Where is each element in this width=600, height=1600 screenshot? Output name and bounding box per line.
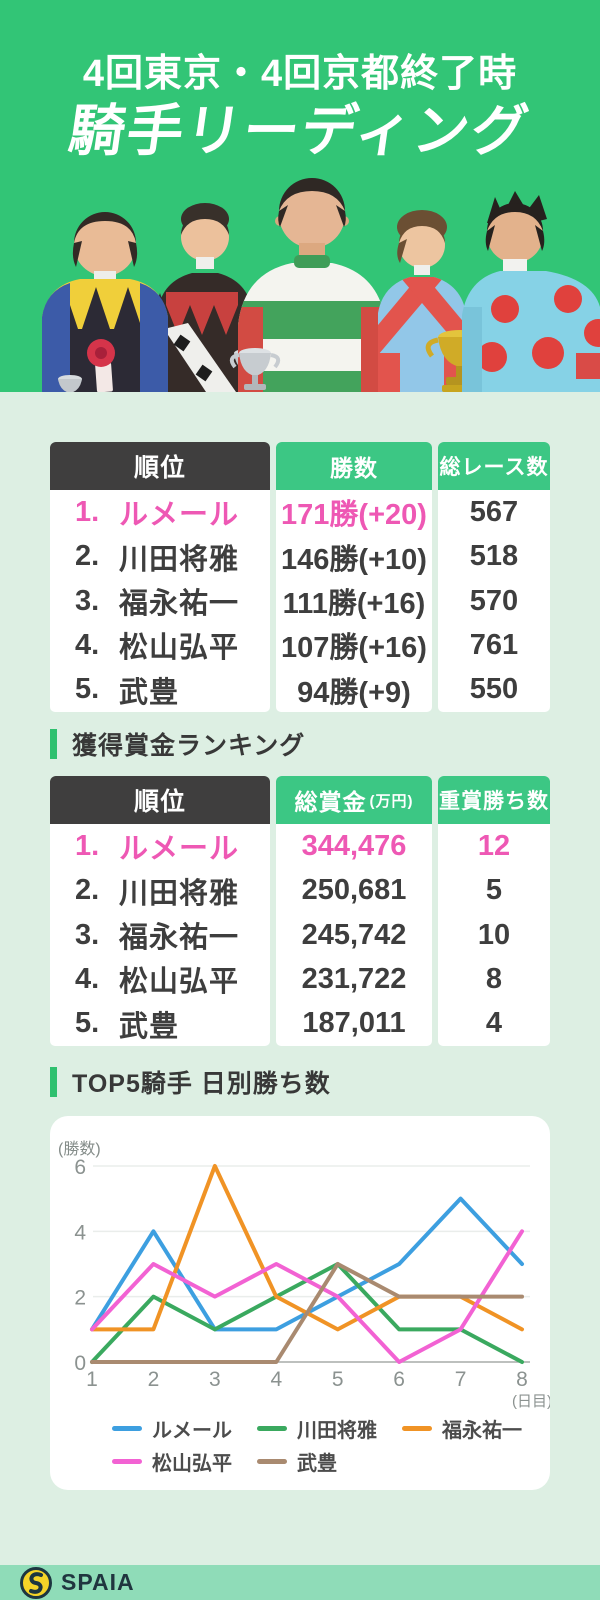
silver-trophy xyxy=(58,375,82,392)
chart-legend: ルメール 川田将雅 福永祐一 松山弘平 武豊 xyxy=(50,1416,550,1475)
table-row: 1. ルメール xyxy=(75,829,240,866)
daily-wins-line-chart: 0 2 4 6 1 2 3 4 5 6 7 8 (日目) xyxy=(74,1156,550,1410)
prize-table: 順位 1. ルメール 2. 川田将雅 3. 福永祐一 4. 松山弘平 5. 武豊 総賞金(… xyxy=(50,776,550,1046)
jockeys-photo xyxy=(42,178,600,392)
daily-wins-chart-card: (勝数) 0 2 4 6 1 2 3 4 5 6 7 8 (日目) ルメール 川田将雅 福永祐一 松山弘… xyxy=(50,1116,550,1490)
legend-item: 川田将雅 xyxy=(257,1416,402,1442)
x-tick-label: 8 xyxy=(516,1368,528,1391)
table-cell: 94勝(+9) xyxy=(297,676,411,709)
table-cell: 567 xyxy=(469,495,519,528)
y-tick-label: 6 xyxy=(74,1156,86,1179)
prize-header-rank: 順位 xyxy=(50,776,270,824)
table-row: 5. 武豊 xyxy=(75,673,180,709)
legend-swatch xyxy=(257,1458,287,1464)
table-cell: 171勝(+20) xyxy=(281,499,427,532)
table-cell: 518 xyxy=(469,540,519,573)
wins-rank-column: 順位 1. ルメール 2. 川田将雅 3. 福永祐一 4. 松山弘平 5. 武豊 xyxy=(50,442,270,712)
wins-header-rank: 順位 xyxy=(50,442,270,490)
table-cell: 550 xyxy=(469,673,519,706)
legend-item: 武豊 xyxy=(257,1449,402,1475)
x-tick-label: 7 xyxy=(455,1368,467,1391)
x-axis-unit-label: (日目) xyxy=(512,1393,550,1410)
jockey-figure xyxy=(158,203,260,392)
races-column: 総レース数 567 518 570 761 550 xyxy=(438,442,550,712)
table-cell: 570 xyxy=(469,584,519,617)
table-cell: 245,742 xyxy=(301,918,407,951)
table-cell: 231,722 xyxy=(301,962,407,995)
y-tick-label: 0 xyxy=(74,1352,86,1375)
x-tick-label: 2 xyxy=(148,1368,160,1391)
table-cell: 761 xyxy=(469,628,519,661)
table-cell: 8 xyxy=(485,962,503,995)
prize-rank-column: 順位 1. ルメール 2. 川田将雅 3. 福永祐一 4. 松山弘平 5. 武豊 xyxy=(50,776,270,1046)
hero-subtitle: 4回東京・4回京都終了時 xyxy=(82,53,518,95)
table-row: 5. 武豊 xyxy=(75,1007,180,1043)
x-tick-label: 4 xyxy=(270,1368,282,1391)
table-row: 4. 松山弘平 xyxy=(75,628,240,665)
table-row: 1. ルメール xyxy=(75,495,240,532)
legend-swatch xyxy=(112,1458,142,1464)
graded-wins-column: 重賞勝ち数 12 5 10 8 4 xyxy=(438,776,550,1046)
prize-header-amount: 総賞金 (万円) xyxy=(276,776,432,824)
jockey-figure xyxy=(229,178,386,392)
table-row: 2. 川田将雅 xyxy=(75,540,240,576)
table-cell: 187,011 xyxy=(302,1007,406,1040)
section-accent-bar xyxy=(50,729,57,759)
table-cell: 12 xyxy=(477,829,511,862)
table-row: 4. 松山弘平 xyxy=(75,962,240,999)
footer-brand-bar: SPAIA xyxy=(0,1565,600,1600)
spaia-logo-icon xyxy=(20,1566,52,1599)
wins-table: 順位 1. ルメール 2. 川田将雅 3. 福永祐一 4. 松山弘平 5. 武豊 勝数 1… xyxy=(50,442,550,712)
table-cell: 146勝(+10) xyxy=(281,543,427,576)
page-title: 騎手リーディング xyxy=(64,99,534,162)
table-cell: 10 xyxy=(477,918,511,951)
section-accent-bar xyxy=(50,1067,57,1097)
legend-item: 松山弘平 xyxy=(112,1449,257,1475)
table-cell: 344,476 xyxy=(301,829,407,862)
table-cell: 111勝(+16) xyxy=(282,588,426,621)
legend-item: 福永祐一 xyxy=(402,1416,547,1442)
wins-header-wins: 勝数 xyxy=(276,442,432,490)
prize-header-graded: 重賞勝ち数 xyxy=(438,776,550,824)
wins-header-races: 総レース数 xyxy=(438,442,550,490)
legend-swatch xyxy=(112,1425,142,1431)
table-cell: 5 xyxy=(485,874,503,907)
table-row: 2. 川田将雅 xyxy=(75,874,240,910)
x-tick-label: 1 xyxy=(86,1368,98,1391)
legend-swatch xyxy=(257,1425,287,1431)
jockey-figure xyxy=(462,191,600,392)
y-tick-label: 2 xyxy=(74,1287,86,1310)
legend-item: ルメール xyxy=(112,1416,257,1442)
series-line-3 xyxy=(90,1229,525,1364)
jockey-figure xyxy=(378,210,466,392)
brand-name: SPAIA xyxy=(61,1569,135,1595)
y-tick-label: 4 xyxy=(74,1221,86,1244)
x-tick-label: 3 xyxy=(209,1368,221,1391)
hero-banner: 4回東京・4回京都終了時 騎手リーディング xyxy=(0,0,600,392)
table-cell: 107勝(+16) xyxy=(281,632,427,665)
table-row: 3. 福永祐一 xyxy=(75,584,240,621)
table-cell: 4 xyxy=(485,1007,503,1040)
chart-section-title: TOP5騎手 日別勝ち数 xyxy=(50,1066,331,1098)
x-tick-label: 5 xyxy=(332,1368,344,1391)
table-row: 3. 福永祐一 xyxy=(75,918,240,955)
legend-swatch xyxy=(402,1425,432,1431)
table-cell: 250,681 xyxy=(301,874,407,907)
jockey-figure xyxy=(42,212,168,392)
y-axis-unit-label: (勝数) xyxy=(58,1141,101,1158)
prize-section-title: 獲得賞金ランキング xyxy=(50,728,305,760)
series-line-2 xyxy=(90,1163,525,1332)
wins-count-column: 勝数 171勝(+20) 146勝(+10) 111勝(+16) 107勝(+1… xyxy=(276,442,432,712)
prize-amount-column: 総賞金 (万円) 344,476 250,681 245,742 231,722 … xyxy=(276,776,432,1046)
x-tick-label: 6 xyxy=(393,1368,405,1391)
series-line-4 xyxy=(90,1261,525,1364)
